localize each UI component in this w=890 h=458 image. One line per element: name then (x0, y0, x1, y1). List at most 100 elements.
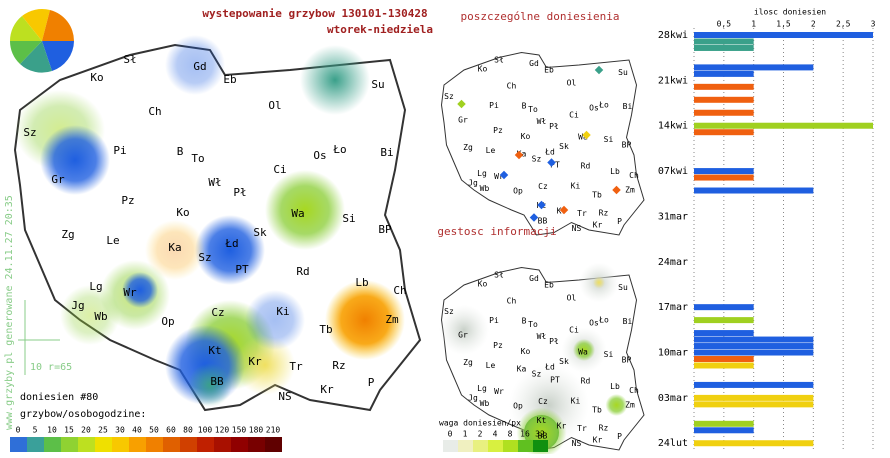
legend-tick: 0 (16, 426, 21, 435)
legend-tick: 8 (508, 430, 513, 439)
legend-swatch (61, 437, 78, 452)
city-label: Kr (557, 422, 567, 431)
city-label: Ch (393, 284, 406, 297)
city-label: Bi (623, 102, 633, 111)
city-label: B (522, 102, 527, 111)
city-label: Op (513, 187, 523, 196)
city-label: Ch (507, 297, 517, 306)
city-label: Bi (380, 146, 393, 159)
x-tick-label: 2 (811, 20, 816, 29)
city-label: Ch (629, 386, 639, 395)
city-label: PT (550, 161, 560, 170)
city-label: Sk (253, 226, 267, 239)
legend-swatch (518, 440, 533, 452)
city-label: Zg (463, 358, 473, 367)
legend-tick: 32 (535, 430, 545, 439)
legend-swatch (248, 437, 265, 452)
city-label: Ka (517, 365, 527, 374)
city-label: Ło (598, 316, 609, 325)
legend-swatch (10, 437, 27, 452)
city-label: BB (210, 375, 224, 388)
city-label: Ch (507, 82, 517, 91)
vertical-note: www.grzyby.pl generowane 24.11.27 20:35 (4, 195, 15, 430)
city-label: Gr (51, 173, 65, 186)
city-label: Rz (599, 424, 609, 433)
x-tick-label: 3 (871, 20, 876, 29)
legend-tick: 2 (478, 430, 483, 439)
city-label: B (522, 317, 527, 326)
city-label: P (368, 376, 375, 389)
bar (694, 317, 754, 324)
city-label: Su (618, 283, 628, 292)
city-label: Ko (521, 347, 531, 356)
legend-swatch (163, 437, 180, 452)
city-label: Rd (581, 377, 591, 386)
bar (694, 349, 814, 356)
city-label: Os (313, 149, 326, 162)
city-label: Le (106, 234, 119, 247)
bar (694, 70, 754, 77)
legend-swatch (146, 437, 163, 452)
city-label: Pł (549, 122, 559, 131)
city-label: Sł (494, 271, 504, 280)
legend-tick: 1 (463, 430, 468, 439)
city-label: Wa (578, 348, 588, 357)
legend-swatch (443, 440, 458, 452)
city-label: Ka (168, 241, 181, 254)
bar (694, 168, 754, 175)
bar (694, 427, 754, 434)
legend-title: grzybow/osobogodzine: (20, 409, 146, 420)
city-label: Ch (629, 171, 639, 180)
city-label: Sk (559, 357, 569, 366)
city-label: Ch (148, 105, 161, 118)
city-label: To (191, 152, 204, 165)
legend-tick: 25 (98, 426, 108, 435)
city-label: Rd (296, 265, 309, 278)
legend-swatch (458, 440, 473, 452)
legend-tick: 60 (166, 426, 176, 435)
city-label: Cz (538, 182, 548, 191)
city-label: BB (538, 217, 548, 226)
bar (694, 187, 814, 194)
city-label: Kt (208, 344, 221, 357)
city-label: Kr (248, 355, 262, 368)
city-label: Sł (123, 53, 136, 66)
bar (694, 109, 754, 116)
city-label: BP (378, 223, 392, 236)
city-label: P (617, 217, 622, 226)
city-label: Tb (592, 406, 602, 415)
legend-swatch (27, 437, 44, 452)
city-label: Pz (493, 341, 503, 350)
city-label: Jg (71, 299, 84, 312)
city-label: Łd (224, 237, 238, 250)
city-label: Si (604, 350, 614, 359)
city-label: Pł (233, 186, 246, 199)
city-label: Rz (332, 359, 345, 372)
legend-tick: 120 (215, 426, 230, 435)
city-label: Rd (581, 162, 591, 171)
city-label: Ci (273, 163, 286, 176)
city-label: Wb (480, 399, 490, 408)
city-label: Lg (89, 280, 102, 293)
city-label: Ki (571, 182, 581, 191)
city-label: Lb (355, 276, 368, 289)
city-label: Le (486, 361, 496, 370)
city-label: Wa (578, 133, 588, 142)
city-label: To (528, 320, 538, 329)
city-label: Si (604, 135, 614, 144)
legend-swatch (112, 437, 129, 452)
city-label: Kr (320, 383, 334, 396)
legend-tick: 150 (232, 426, 247, 435)
city-label: Kr (593, 436, 603, 445)
legend-tick: 20 (81, 426, 91, 435)
city-label: Wł (208, 176, 221, 189)
bar (694, 32, 873, 38)
city-label: Lb (610, 382, 620, 391)
y-tick-label: 14kwi (658, 121, 688, 132)
city-label: BP (622, 141, 632, 150)
city-label: Kr (593, 221, 603, 230)
title: wystepowanie grzybow 130101-130428 (202, 7, 427, 20)
bar (694, 129, 754, 136)
legend-swatch (129, 437, 146, 452)
city-label: Le (486, 146, 496, 155)
